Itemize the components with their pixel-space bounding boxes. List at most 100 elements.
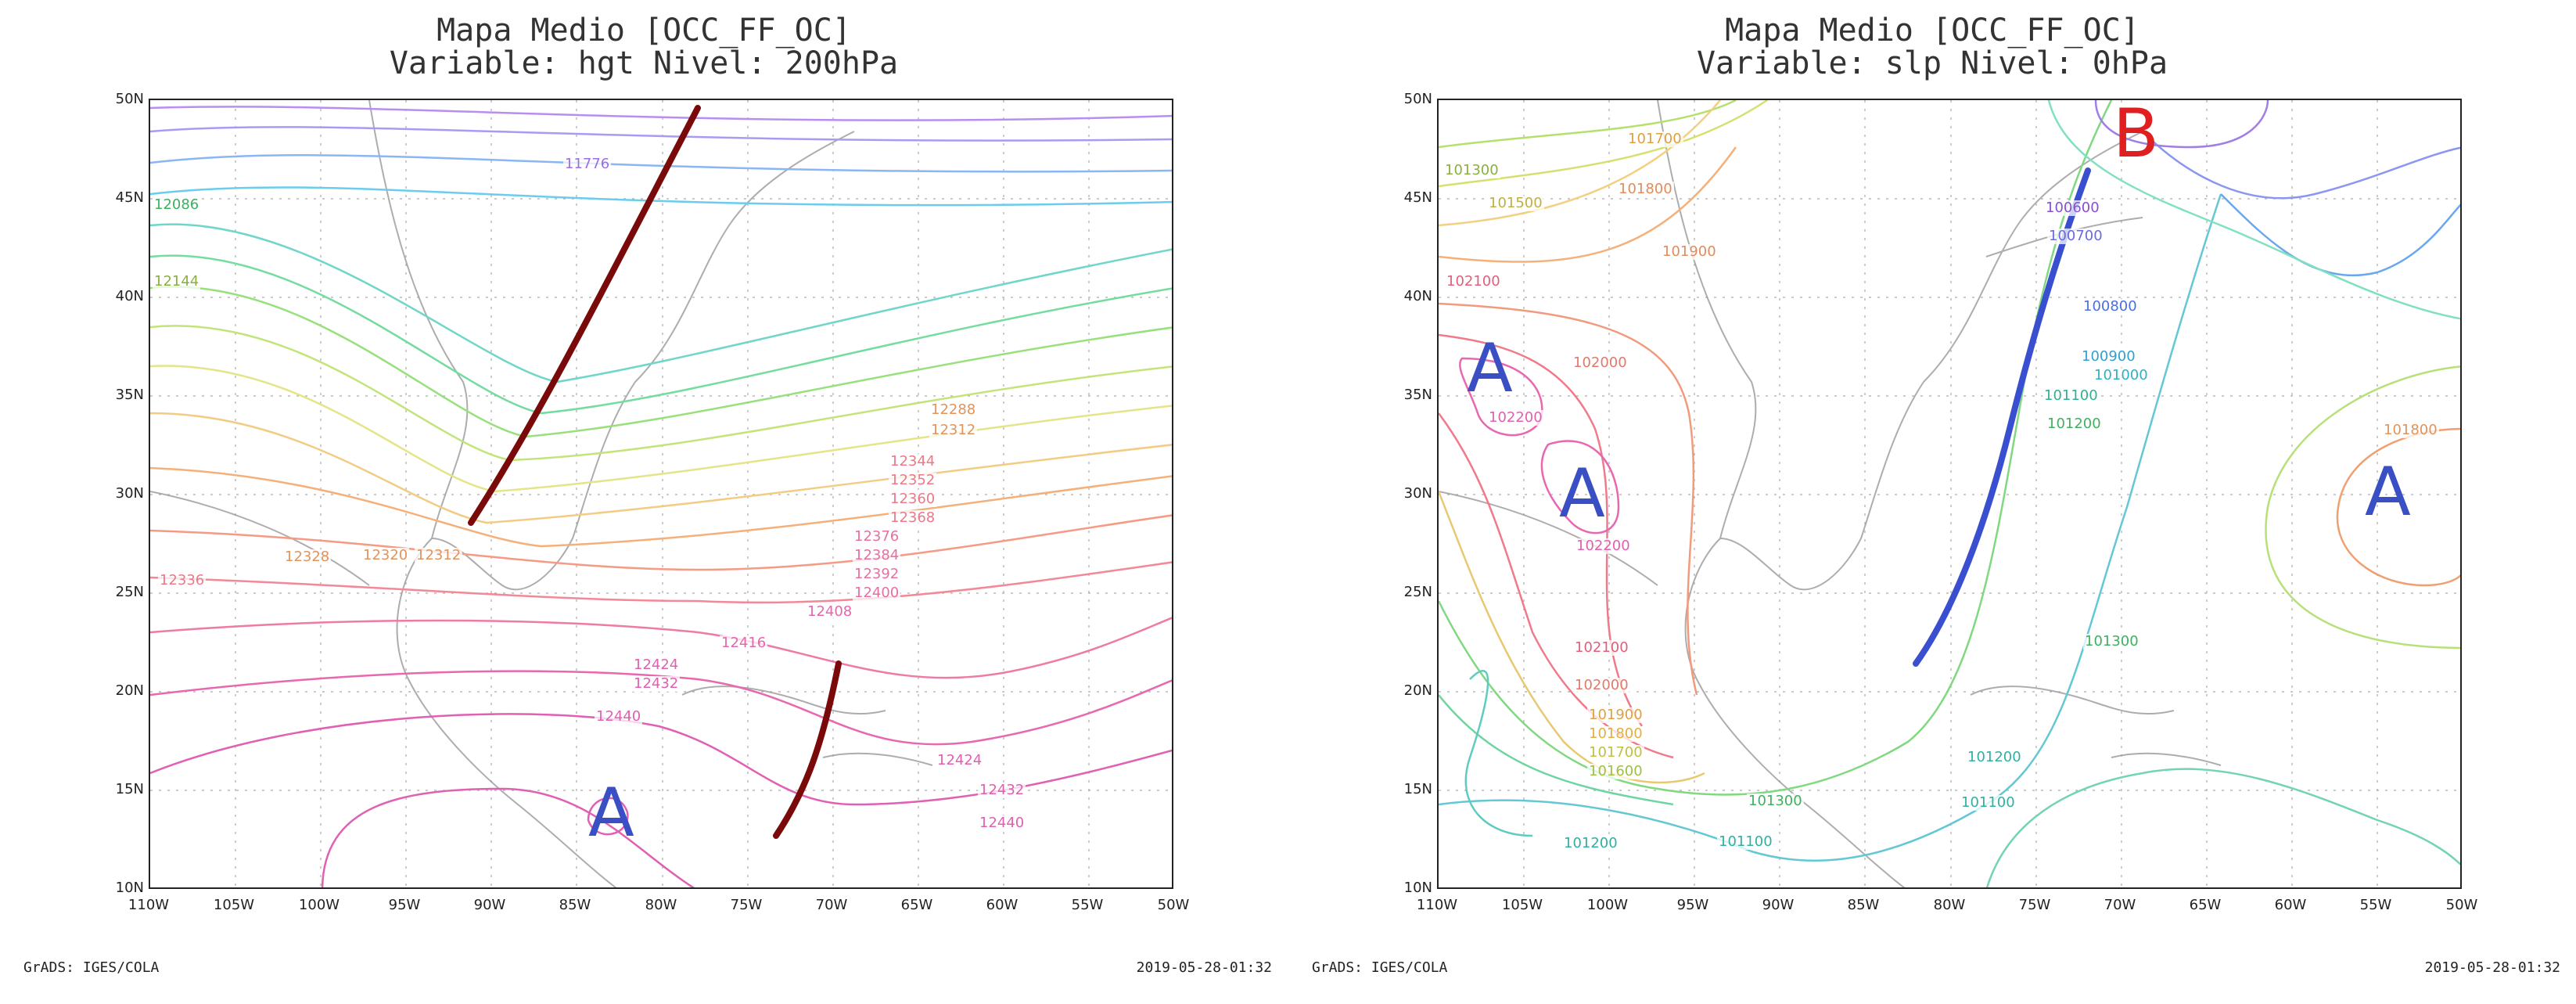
contour-label: 101500 bbox=[1487, 195, 1544, 211]
contour-label: 12424 bbox=[936, 752, 984, 768]
contour-label: 12144 bbox=[153, 273, 201, 290]
lat-tick: 10N bbox=[1403, 880, 1432, 896]
lon-tick: 75W bbox=[2018, 897, 2051, 913]
lat-tick: 50N bbox=[115, 91, 144, 107]
contour-label: 101100 bbox=[1960, 794, 2017, 811]
panel-title: Mapa Medio [OCC_FF_OC] bbox=[437, 13, 851, 49]
lat-tick: 35N bbox=[1403, 387, 1432, 403]
contour-label: 12320 bbox=[361, 547, 410, 563]
contour-label: 100900 bbox=[2080, 348, 2137, 365]
high-pressure-symbol: A bbox=[1559, 455, 1605, 533]
contour-label: 100600 bbox=[2044, 200, 2101, 216]
lon-tick: 95W bbox=[388, 897, 421, 913]
graticule bbox=[1439, 100, 2460, 887]
height-contours bbox=[150, 106, 1172, 887]
lon-tick: 80W bbox=[645, 897, 677, 913]
lon-tick: 65W bbox=[2189, 897, 2222, 913]
lon-tick: 90W bbox=[1762, 897, 1795, 913]
contour-label: 102100 bbox=[1573, 639, 1630, 656]
contour-label: 12432 bbox=[978, 782, 1026, 798]
contour-label: 102000 bbox=[1573, 677, 1630, 693]
contour-label: 12368 bbox=[889, 509, 937, 526]
lon-tick: 95W bbox=[1676, 897, 1709, 913]
contour-label: 102100 bbox=[1445, 273, 1502, 290]
contour-label: 12086 bbox=[153, 196, 201, 213]
map-svg bbox=[150, 100, 1172, 887]
contour-label: 100700 bbox=[2047, 228, 2104, 244]
contour-label: 101200 bbox=[1966, 749, 2023, 765]
contour-label: 11776 bbox=[563, 156, 612, 172]
lat-tick: 35N bbox=[115, 387, 144, 403]
contour-label: 12416 bbox=[720, 635, 768, 651]
contour-label: 102000 bbox=[1572, 354, 1629, 371]
lon-tick: 85W bbox=[559, 897, 591, 913]
contour-label: 101100 bbox=[2042, 387, 2100, 404]
lon-tick: 70W bbox=[2104, 897, 2136, 913]
lat-tick: 50N bbox=[1403, 91, 1432, 107]
contour-label: 101900 bbox=[1587, 707, 1644, 723]
contour-label: 12328 bbox=[283, 549, 332, 565]
lon-tick: 110W bbox=[128, 897, 170, 913]
lon-tick: 60W bbox=[986, 897, 1019, 913]
lon-tick: 90W bbox=[473, 897, 506, 913]
lon-tick: 70W bbox=[815, 897, 848, 913]
contour-label: 12376 bbox=[853, 528, 901, 545]
frontal-line bbox=[1913, 167, 2091, 667]
low-pressure-symbol: B bbox=[2113, 95, 2159, 173]
contour-label: 12392 bbox=[853, 566, 901, 582]
contour-label: 12312 bbox=[415, 547, 463, 563]
lat-tick: 15N bbox=[1403, 781, 1432, 797]
trough-axes bbox=[468, 105, 842, 839]
lat-tick: 10N bbox=[115, 880, 144, 896]
contour-label: 12440 bbox=[978, 815, 1026, 831]
contour-label: 12344 bbox=[889, 453, 937, 470]
contour-label: 101300 bbox=[1443, 162, 1500, 178]
lat-tick: 25N bbox=[115, 584, 144, 600]
lat-tick: 30N bbox=[115, 485, 144, 502]
coastlines bbox=[150, 100, 933, 887]
lat-tick: 45N bbox=[115, 189, 144, 206]
contour-label: 12360 bbox=[889, 491, 937, 507]
lat-tick: 40N bbox=[115, 288, 144, 304]
contour-label: 12336 bbox=[158, 572, 207, 588]
contour-label: 101800 bbox=[1617, 181, 1674, 197]
lon-tick: 65W bbox=[900, 897, 933, 913]
contour-label: 101700 bbox=[1587, 744, 1644, 761]
lon-tick: 85W bbox=[1847, 897, 1880, 913]
lon-tick: 105W bbox=[1501, 897, 1543, 913]
lat-tick: 40N bbox=[1403, 288, 1432, 304]
contour-label: 12384 bbox=[853, 547, 901, 563]
panel-title: Mapa Medio [OCC_FF_OC] bbox=[1725, 13, 2139, 49]
lat-tick: 20N bbox=[1403, 682, 1432, 699]
lon-tick: 110W bbox=[1416, 897, 1458, 913]
contour-label: 101900 bbox=[1661, 243, 1718, 260]
contour-label: 101200 bbox=[1562, 835, 1619, 851]
lon-tick: 60W bbox=[2274, 897, 2307, 913]
contour-label: 12312 bbox=[929, 422, 978, 438]
lat-tick: 25N bbox=[1403, 584, 1432, 600]
high-pressure-symbol: A bbox=[588, 774, 634, 852]
lon-tick: 100W bbox=[1586, 897, 1629, 913]
lon-tick: 55W bbox=[2359, 897, 2392, 913]
panel-subtitle: Variable: slp Nivel: 0hPa bbox=[1696, 45, 2168, 81]
contour-label: 102200 bbox=[1575, 538, 1632, 554]
contour-label: 101300 bbox=[2083, 633, 2140, 650]
footer-credit: GrADS: IGES/COLA bbox=[1312, 959, 1448, 976]
contour-label: 12432 bbox=[632, 675, 681, 692]
map-panel-hgt-200hpa: Mapa Medio [OCC_FF_OC] Variable: hgt Niv… bbox=[23, 13, 1272, 976]
lon-tick: 80W bbox=[1933, 897, 1966, 913]
panel-subtitle: Variable: hgt Nivel: 200hPa bbox=[389, 45, 899, 81]
lon-tick: 105W bbox=[213, 897, 255, 913]
contour-label: 12288 bbox=[929, 401, 978, 418]
contour-label: 101600 bbox=[1587, 763, 1644, 779]
contour-label: 101200 bbox=[2046, 416, 2103, 432]
lat-tick: 15N bbox=[115, 781, 144, 797]
contour-label: 101800 bbox=[1587, 725, 1644, 742]
contour-label: 12400 bbox=[853, 585, 901, 601]
lon-tick: 55W bbox=[1071, 897, 1104, 913]
contour-label: 12352 bbox=[889, 472, 937, 488]
contour-label: 12424 bbox=[632, 657, 681, 673]
footer-timestamp: 2019-05-28-01:32 bbox=[1136, 959, 1272, 976]
high-pressure-symbol: A bbox=[1467, 329, 1513, 408]
lon-tick: 50W bbox=[1157, 897, 1190, 913]
